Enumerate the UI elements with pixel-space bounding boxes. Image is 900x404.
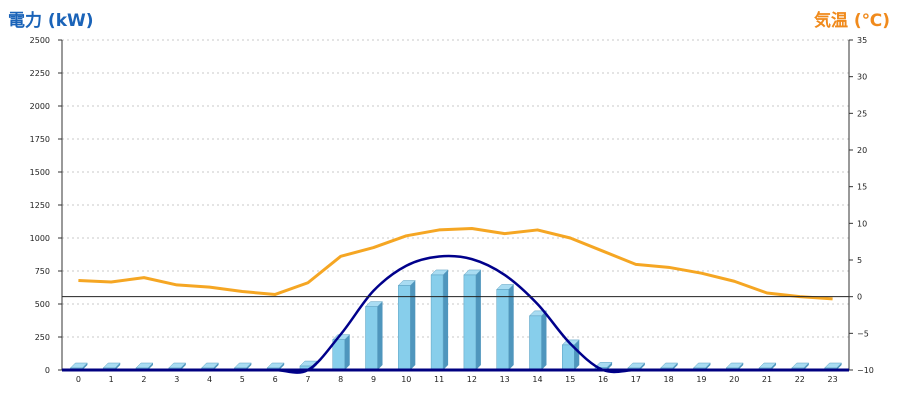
bar-side (147, 363, 153, 370)
y2-tick-label: 30 (857, 73, 867, 82)
power-line (78, 254, 833, 374)
bar-side (213, 363, 219, 370)
y1-axis-title: 電力 (kW) (8, 11, 94, 31)
axes (61, 40, 850, 372)
y2-tick-label: 20 (857, 146, 867, 155)
bar-side (344, 334, 350, 370)
x-tick-label: 5 (240, 375, 245, 384)
bar (430, 269, 449, 371)
y1-tick-label: 1500 (30, 168, 50, 177)
bar-side (475, 269, 481, 370)
bar (200, 362, 220, 371)
x-tick-label: 12 (467, 375, 477, 384)
y1-tick-label: 2250 (30, 69, 50, 78)
y2-tick-label: −10 (857, 366, 874, 375)
x-tick-label: 0 (76, 375, 81, 384)
x-tick-label: 13 (500, 375, 510, 384)
bar-side (508, 284, 514, 370)
bar-side (738, 363, 744, 370)
x-tick-label: 10 (401, 375, 411, 384)
x-tick-label: 15 (565, 375, 575, 384)
x-tick-label: 3 (174, 375, 179, 384)
bar-side (279, 363, 285, 370)
x-tick-label: 11 (434, 375, 444, 384)
bar-side (771, 363, 777, 370)
y1-tick-label: 500 (35, 300, 50, 309)
x-tick-label: 16 (598, 375, 608, 384)
bar-side (639, 363, 645, 370)
y2-tick-label: 5 (857, 256, 862, 265)
y1-tick-label: 1750 (30, 135, 50, 144)
bar-side (607, 362, 613, 370)
bar (528, 310, 548, 371)
y2-tick-label: −5 (857, 329, 869, 338)
x-tick-label: 14 (532, 375, 542, 384)
bar-face (365, 306, 378, 371)
x-tick-label: 20 (729, 375, 739, 384)
y2-tick-label: 0 (857, 293, 862, 302)
y2-tick-label: 35 (857, 36, 867, 45)
bar-side (246, 363, 252, 370)
bar-face (332, 339, 345, 371)
bar (496, 284, 515, 371)
y2-tick-label: 15 (857, 183, 867, 192)
x-tick-label: 7 (305, 375, 310, 384)
x-tick-label: 8 (338, 375, 343, 384)
gridlines (62, 39, 849, 338)
bar-face (463, 274, 477, 371)
bar-face (562, 344, 575, 371)
bar (463, 269, 482, 371)
bar (397, 280, 416, 371)
bar-side (443, 269, 449, 370)
x-tick-labels: 0 1 2 3 4 5 6 7 8 9 10 11 12 13 14 15 16 17 18 19 20 21 22 23 (76, 375, 838, 384)
bar-face (496, 289, 509, 371)
x-tick-label: 17 (631, 375, 641, 384)
y1-tick-label: 1250 (30, 201, 50, 210)
bar-side (574, 339, 580, 370)
x-tick-label: 18 (664, 375, 674, 384)
x-tick-label: 2 (141, 375, 146, 384)
y2-tick-label: 10 (857, 219, 867, 228)
bar-side (180, 363, 186, 370)
x-tick-label: 4 (207, 375, 212, 384)
bar (364, 301, 384, 371)
bar-side (672, 363, 678, 370)
bar-side (705, 363, 711, 370)
y1-tick-label: 1000 (30, 234, 50, 243)
bar-side (803, 363, 809, 370)
x-tick-label: 23 (828, 375, 838, 384)
bar-face (529, 315, 542, 371)
y1-tick-labels: 0 250 500 750 1000 1250 1500 1750 2000 2250 2500 (30, 36, 62, 375)
y2-tick-label: 25 (857, 109, 867, 118)
bar-side (410, 280, 416, 370)
line-series (78, 226, 833, 374)
y1-tick-label: 2500 (30, 36, 50, 45)
x-tick-label: 22 (795, 375, 805, 384)
bar-side (377, 301, 383, 370)
temperature-line (78, 226, 833, 301)
y1-tick-label: 250 (35, 333, 50, 342)
bar-side (82, 363, 88, 370)
y2-tick-labels: −10 −5 0 5 10 15 20 25 30 35 (849, 36, 874, 375)
x-tick-label: 19 (696, 375, 706, 384)
bar-series (69, 269, 843, 371)
bar-side (541, 310, 547, 370)
bar-side (836, 363, 842, 370)
y1-tick-label: 750 (35, 267, 50, 276)
y1-tick-label: 0 (45, 366, 50, 375)
x-tick-label: 6 (273, 375, 278, 384)
x-tick-label: 1 (109, 375, 114, 384)
y1-tick-label: 2000 (30, 102, 50, 111)
x-tick-label: 9 (371, 375, 376, 384)
bar-face (430, 274, 444, 371)
bar-side (115, 363, 121, 370)
x-tick-label: 21 (762, 375, 772, 384)
y2-axis-title: 気温 (℃) (813, 11, 890, 31)
bar-face (398, 285, 411, 371)
